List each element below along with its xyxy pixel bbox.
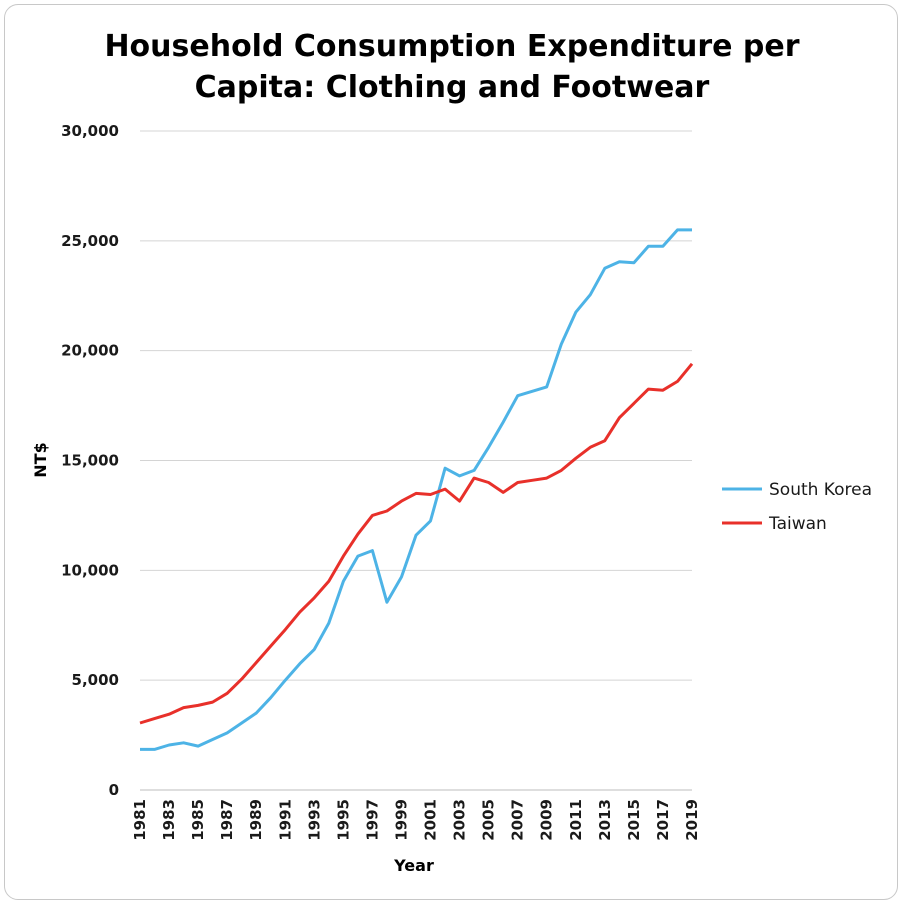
y-tick-label: 15,000: [61, 452, 119, 470]
legend: South Korea Taiwan: [722, 480, 872, 534]
y-tick-label: 5,000: [72, 671, 119, 689]
y-axis-ticks: 0 5,000 10,000 15,000 20,000 25,000 30,000: [61, 122, 119, 799]
legend-label-taiwan: Taiwan: [768, 514, 827, 534]
x-tick-label: 1983: [160, 799, 178, 841]
chart-title-line-2: Capita: Clothing and Footwear: [195, 70, 710, 105]
y-tick-label: 0: [109, 781, 119, 799]
x-tick-label: 1999: [392, 799, 410, 841]
legend-label-south-korea: South Korea: [769, 480, 872, 500]
y-tick-label: 25,000: [61, 232, 119, 250]
x-tick-label: 2003: [451, 799, 469, 841]
x-tick-label: 2007: [509, 799, 527, 841]
x-tick-label: 1989: [247, 799, 265, 841]
x-tick-label: 1993: [305, 799, 323, 841]
x-tick-label: 2001: [422, 799, 440, 841]
series-line-taiwan: [139, 362, 694, 725]
x-tick-label: 1997: [363, 799, 381, 841]
x-tick-label: 2009: [538, 799, 556, 841]
y-tick-label: 30,000: [61, 122, 119, 140]
x-tick-label: 1991: [276, 799, 294, 841]
series-lines: [139, 228, 694, 751]
x-tick-label: 2013: [596, 799, 614, 841]
x-tick-label: 2015: [625, 799, 643, 841]
x-tick-label: 1981: [131, 799, 149, 841]
x-tick-label: 2019: [683, 799, 701, 841]
x-axis-label: Year: [393, 856, 434, 875]
x-tick-label: 2017: [654, 799, 672, 841]
chart-title-line-1: Household Consumption Expenditure per: [104, 29, 799, 64]
x-tick-label: 1985: [189, 799, 207, 841]
x-axis-ticks: 1981 1983 1985 1987 1989 1991 1993 1995 1997 1999…: [131, 799, 701, 841]
y-tick-label: 10,000: [61, 561, 119, 579]
series-line-south-korea: [140, 228, 692, 751]
gridlines: [140, 130, 692, 791]
x-tick-label: 1995: [334, 799, 352, 841]
x-tick-label: 1987: [218, 799, 236, 841]
y-tick-label: 20,000: [61, 342, 119, 360]
x-tick-label: 2011: [567, 799, 585, 841]
x-tick-label: 2005: [480, 799, 498, 841]
y-axis-label: NT$: [31, 442, 50, 477]
